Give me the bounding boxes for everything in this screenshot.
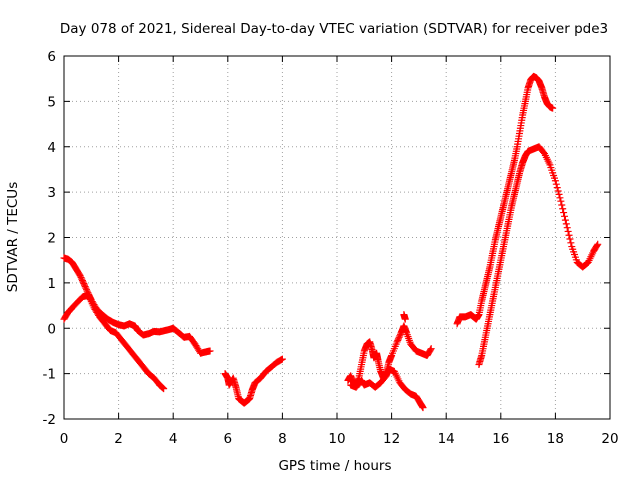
data-point-marker — [561, 216, 569, 224]
y-tick-label: 0 — [47, 321, 56, 337]
data-point-marker — [82, 284, 90, 292]
data-point-marker — [563, 224, 571, 232]
data-point-marker — [158, 383, 166, 391]
y-tick-label: 6 — [47, 49, 56, 65]
data-point-marker — [395, 333, 403, 341]
data-point-marker — [564, 227, 572, 235]
y-tick-label: -1 — [43, 367, 56, 383]
data-point-marker — [83, 286, 91, 294]
data-point-marker — [76, 272, 84, 280]
y-tick-label: 5 — [47, 94, 56, 110]
x-tick-label: 18 — [547, 431, 564, 447]
y-tick-label: 2 — [47, 231, 56, 247]
data-point-marker — [393, 338, 401, 346]
data-point-marker — [77, 274, 85, 282]
data-point-marker — [79, 278, 87, 286]
data-point-marker — [394, 335, 402, 343]
y-axis-label: SDTVAR / TECUs — [5, 182, 21, 292]
y-tick-label: 1 — [47, 276, 56, 292]
data-point-marker — [160, 385, 168, 393]
x-axis-label: GPS time / hours — [278, 458, 391, 474]
data-point-marker — [556, 194, 564, 202]
x-tick-label: 0 — [60, 431, 69, 447]
data-point-marker — [401, 315, 409, 323]
data-point-marker — [552, 180, 560, 188]
data-point-marker — [553, 184, 561, 192]
data-point-marker — [558, 201, 566, 209]
x-tick-label: 20 — [601, 431, 618, 447]
data-point-marker — [427, 346, 435, 354]
data-point-marker — [80, 280, 88, 288]
x-tick-label: 12 — [383, 431, 400, 447]
x-tick-label: 14 — [438, 431, 455, 447]
data-point-marker — [278, 355, 286, 363]
data-point-marker — [559, 205, 567, 213]
data-point-marker — [78, 275, 86, 283]
data-point-marker — [560, 209, 568, 217]
data-point-marker — [593, 241, 601, 249]
data-point-marker — [554, 187, 562, 195]
y-tick-label: 4 — [47, 140, 56, 156]
grid — [64, 56, 610, 419]
data-point-marker — [419, 404, 427, 412]
y-tick-label: -2 — [43, 412, 56, 428]
data-point-marker — [549, 104, 557, 112]
data-point-marker — [557, 197, 565, 205]
x-tick-label: 8 — [278, 431, 287, 447]
data-point-marker — [565, 231, 573, 239]
data-point-marker — [159, 384, 167, 392]
x-tick-label: 16 — [492, 431, 509, 447]
x-tick-label: 10 — [328, 431, 345, 447]
data-point-marker — [562, 220, 570, 228]
x-tick-label: 2 — [114, 431, 123, 447]
x-tick-label: 6 — [224, 431, 233, 447]
data-point-marker — [561, 212, 568, 220]
data-point-marker — [566, 235, 574, 243]
data-point-marker — [394, 336, 402, 344]
data-point-marker — [81, 283, 89, 291]
data-point-marker — [78, 277, 86, 285]
data-point-marker — [427, 345, 435, 353]
data-point-marker — [80, 281, 88, 289]
data-point-marker — [551, 177, 559, 185]
data-point-marker — [555, 190, 563, 198]
data-series — [60, 72, 602, 412]
x-tick-label: 4 — [169, 431, 178, 447]
chart-title: Day 078 of 2021, Sidereal Day-to-day VTE… — [60, 21, 608, 37]
data-point-marker — [396, 332, 404, 340]
data-point-marker — [567, 239, 575, 247]
data-point-marker — [206, 347, 214, 355]
data-point-marker — [594, 240, 602, 248]
y-tick-label: 3 — [47, 185, 56, 201]
